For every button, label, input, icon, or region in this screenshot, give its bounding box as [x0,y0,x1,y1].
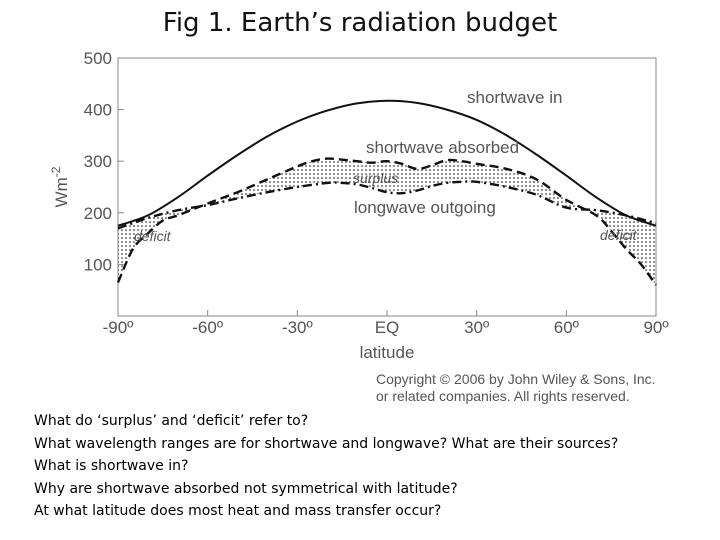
annotation-deficit-north: deficit [600,227,638,243]
copyright-line-2: or related companies. All rights reserve… [376,388,630,404]
question-item: What is shortwave in? [34,458,189,474]
x-tick-label: -60º [192,318,223,337]
question-item: Why are shortwave absorbed not symmetric… [34,480,458,497]
x-tick-label: 60º [554,318,579,337]
y-tick-label: 200 [84,204,112,223]
copyright-line-1: Copyright © 2006 by John Wiley & Sons, I… [376,371,656,387]
question-item: What wavelength ranges are for shortwave… [34,435,619,452]
y-tick-label: 300 [84,152,112,171]
annotation-shortwave-absorbed: shortwave absorbed [366,138,519,157]
y-axis-label: Wm-2 [49,166,71,207]
y-tick-label: 500 [84,49,112,68]
x-tick-label: 90º [643,318,668,337]
x-axis-label: latitude [360,343,415,362]
x-tick-label: -30º [282,318,313,337]
y-tick-label: 100 [84,255,112,274]
annotation-surplus: surplus [353,170,398,186]
x-tick-label: -90º [103,318,134,337]
series-longwave-outgoing-line [117,180,657,230]
series-shortwave-in-line [117,99,657,227]
question-item: What do ‘surplus’ and ‘deficit’ refer to… [34,413,309,429]
x-tick-label: EQ [375,318,400,337]
annotation-shortwave-in: shortwave in [467,88,562,107]
annotation-deficit-south: deficit [134,228,172,244]
x-tick-label: 30º [464,318,489,337]
slide-title: Fig 1. Earth’s radiation budget [162,8,558,38]
y-tick-label: 400 [84,101,112,120]
annotation-longwave-outgoing: longwave outgoing [354,198,496,217]
question-item: At what latitude does most heat and mass… [34,503,442,519]
question-list: What do ‘surplus’ and ‘deficit’ refer to… [34,410,618,523]
